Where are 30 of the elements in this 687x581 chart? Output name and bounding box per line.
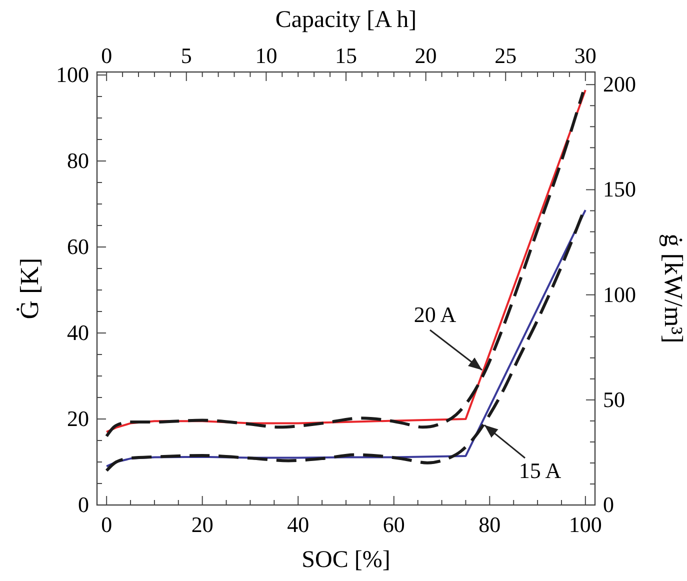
x2-tick-label: 20 <box>414 43 437 68</box>
y2-tick-label: 0 <box>603 492 614 517</box>
x-tick-label: 40 <box>287 512 310 537</box>
x-axis-title: SOC [%] <box>302 547 390 573</box>
y-tick-label: 0 <box>78 492 89 517</box>
y-axis-title: Ġ [K] <box>15 258 44 320</box>
y2-tick-label: 50 <box>603 386 625 412</box>
x-tick-label: 80 <box>478 512 501 537</box>
annotation: 20 A <box>414 302 456 327</box>
annotation: 15 A <box>518 458 562 483</box>
y2-tick-label: 200 <box>603 72 636 97</box>
y-tick-label: 20 <box>67 406 89 431</box>
x-tick-label: 0 <box>101 512 112 537</box>
x2-tick-label: 15 <box>335 43 357 68</box>
y-tick-label: 100 <box>56 62 89 88</box>
y-tick-label: 80 <box>67 148 89 174</box>
x-tick-label: 60 <box>382 512 405 537</box>
x2-tick-label: 0 <box>101 43 112 68</box>
x-tick-label: 100 <box>568 512 602 537</box>
y-tick-label: 60 <box>67 234 89 260</box>
y-tick-label: 40 <box>67 320 89 346</box>
x2-axis-title: Capacity [A h] <box>275 7 417 33</box>
x2-tick-label: 10 <box>255 43 278 68</box>
y2-tick-label: 100 <box>603 282 636 307</box>
x2-tick-label: 5 <box>180 43 192 68</box>
y2-tick-label: 150 <box>603 176 636 202</box>
x-tick-label: 20 <box>191 512 214 537</box>
x2-tick-label: 25 <box>494 43 517 68</box>
y2-axis-title: ġ [kW/m³] <box>659 234 687 344</box>
x2-tick-label: 30 <box>574 43 596 68</box>
